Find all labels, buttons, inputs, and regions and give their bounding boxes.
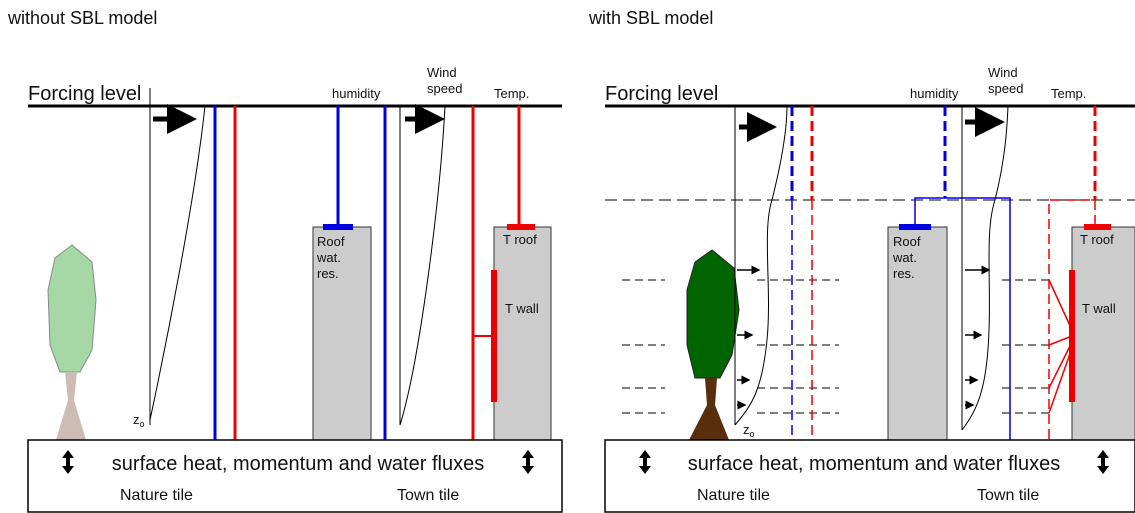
surface-box [27,439,563,513]
wall-links [1048,279,1073,414]
humidity-label: humidity [332,86,381,101]
town-label: Town tile [397,487,459,504]
t-wall-label: T wall [1082,301,1116,316]
temp-label: Temp. [494,86,529,101]
wind-arrows [965,265,991,410]
tree [47,244,97,373]
panel-title: with SBL model [588,8,713,28]
town-label: Town tile [977,487,1039,504]
wind-label: Wind speed [988,65,1023,96]
tree [686,249,740,379]
temp-label: Temp. [1051,86,1086,101]
roof-label: Roof wat. res. [892,234,921,281]
building [493,226,552,441]
panel-title: without SBL model [7,8,157,28]
z0: zo [743,422,755,439]
temp-branch [1048,199,1096,440]
forcing-label: Forcing level [605,83,718,105]
flux-label: surface heat, momentum and water fluxes [688,453,1060,475]
building [1071,226,1135,441]
wind-profile [734,105,788,426]
z0: zo [133,412,145,429]
flux-label: surface heat, momentum and water fluxes [112,453,484,475]
trunk [689,378,729,440]
panel-with-sbl: with SBL model Forcing level zo Roof wat.… [588,8,1135,513]
forcing-label: Forcing level [28,83,141,105]
surface-box [604,439,1135,513]
building [887,226,948,441]
trunk [56,372,86,440]
t-roof-label: T roof [1080,232,1114,247]
roof-label: Roof wat. res. [316,234,345,281]
sbl-levels [622,279,1049,414]
wind-label: Wind speed [427,65,462,96]
wind-profile [399,105,446,426]
t-wall-label: T wall [505,301,539,316]
nature-label: Nature tile [120,487,193,504]
wind-arrows [737,265,761,410]
wind-profile [149,105,206,421]
panel-without-sbl: without SBL model Forcing level zo Roof w… [7,8,563,513]
wind-profile [961,105,1009,431]
humidity-label: humidity [910,86,959,101]
building [312,226,372,441]
t-roof-label: T roof [503,232,537,247]
nature-label: Nature tile [697,487,770,504]
